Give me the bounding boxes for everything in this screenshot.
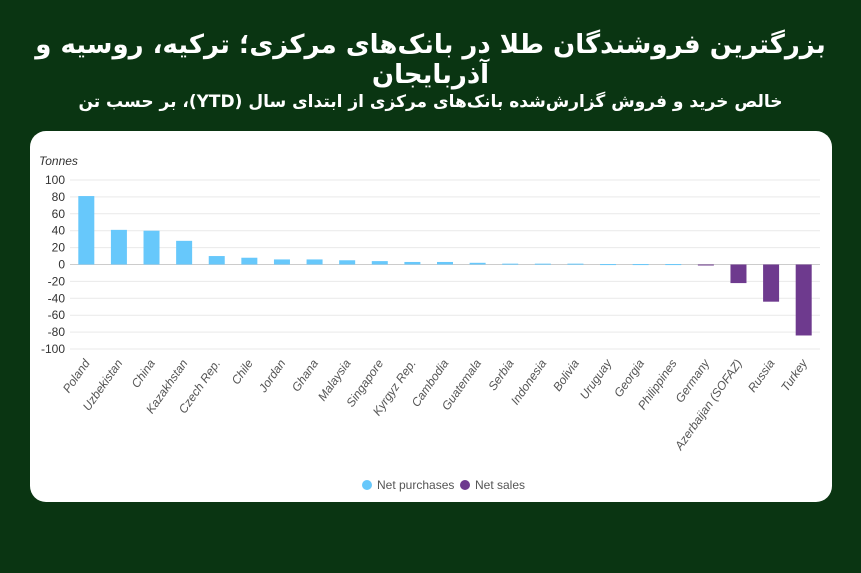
bar-chile: [241, 257, 258, 265]
bar-malaysia: [339, 260, 356, 265]
legend: Net purchases Net sales: [362, 478, 525, 492]
chart-title: بزرگترین فروشندگان طلا در بانک‌های مرکزی…: [35, 30, 826, 90]
bar-serbia: [502, 263, 519, 265]
bar-philippines: [665, 264, 682, 266]
bar-singapore: [371, 261, 388, 265]
bar-china: [143, 230, 160, 265]
legend-label-net-sales: Net sales: [475, 478, 525, 492]
bar-bolivia: [567, 263, 584, 265]
x-tick-label: Chile: [229, 356, 256, 387]
bar-ghana: [306, 259, 323, 265]
y-tick-label: 80: [52, 190, 66, 204]
x-tick-label: Jordan: [255, 356, 288, 395]
bar-cambodia: [437, 261, 453, 265]
legend-marker-net-purchases: [362, 480, 372, 490]
bar-kyrgyz-rep: [404, 261, 421, 265]
x-tick-label: Poland: [60, 356, 93, 395]
bar-poland: [78, 196, 95, 265]
bar-azerbaijan-sofaz: [730, 264, 747, 284]
y-tick-label: 40: [52, 224, 66, 238]
y-axis-ticks: 100 80 60 40 20 0 -20 -40 -60 -80 -100: [41, 173, 65, 356]
x-tick-label: Turkey: [778, 356, 811, 394]
bar-chart: 100 80 60 40 20 0 -20 -40 -60 -80 -100 Tonnes Pola…: [39, 154, 820, 492]
y-tick-label: -80: [48, 325, 66, 339]
bars: [78, 196, 812, 336]
bar-uruguay: [600, 264, 617, 266]
y-tick-label: 0: [58, 258, 65, 272]
chart-subtitle: خالص خرید و فروش گزارش‌شده بانک‌های مرکز…: [78, 92, 783, 112]
bar-russia: [763, 264, 780, 302]
x-tick-label: Bolivia: [550, 356, 582, 393]
x-tick-label: China: [129, 356, 159, 390]
bar-georgia: [632, 264, 649, 266]
y-tick-label: -40: [48, 291, 66, 305]
legend-label-net-purchases: Net purchases: [377, 478, 454, 492]
bar-guatemala: [469, 262, 486, 265]
x-tick-label: Ghana: [289, 356, 321, 394]
legend-marker-net-sales: [460, 480, 470, 490]
bar-indonesia: [534, 263, 551, 265]
bar-turkey: [795, 264, 812, 336]
y-tick-label: 100: [45, 173, 65, 187]
y-axis-unit-label: Tonnes: [39, 154, 78, 168]
y-tick-label: -20: [48, 274, 66, 288]
x-tick-label: Russia: [745, 356, 778, 394]
bar-kazakhstan: [176, 240, 193, 265]
chart-card: 100 80 60 40 20 0 -20 -40 -60 -80 -100 Tonnes Pola…: [30, 131, 832, 502]
bar-jordan: [273, 259, 290, 265]
y-tick-label: -100: [41, 342, 65, 356]
y-tick-label: -60: [48, 308, 66, 322]
bar-czech-rep: [208, 256, 225, 265]
x-tick-label: Serbia: [485, 356, 517, 393]
bar-uzbekistan: [110, 229, 127, 265]
x-tick-label: Uruguay: [577, 356, 615, 402]
y-tick-label: 20: [52, 241, 66, 255]
y-tick-label: 60: [52, 207, 66, 221]
bar-germany: [697, 264, 714, 266]
